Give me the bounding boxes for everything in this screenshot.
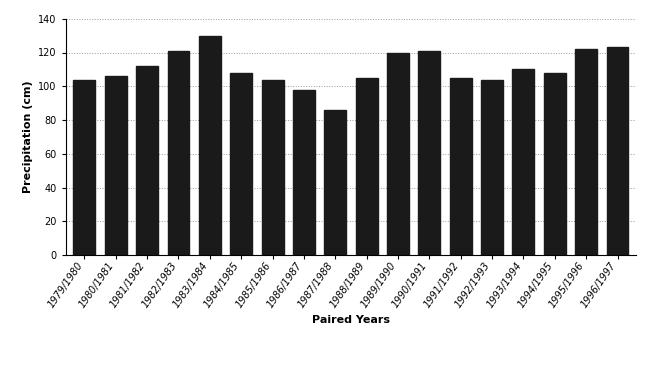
Bar xyxy=(450,78,472,255)
Bar xyxy=(293,90,315,255)
Bar xyxy=(167,51,190,255)
Bar xyxy=(324,110,346,255)
Bar xyxy=(419,51,440,255)
Bar xyxy=(105,76,127,255)
X-axis label: Paired Years: Paired Years xyxy=(312,315,390,326)
Bar xyxy=(356,78,378,255)
Bar xyxy=(230,73,252,255)
Bar xyxy=(544,73,565,255)
Bar xyxy=(575,49,597,255)
Y-axis label: Precipitation (cm): Precipitation (cm) xyxy=(22,81,33,193)
Bar xyxy=(512,69,535,255)
Bar xyxy=(262,80,283,255)
Bar xyxy=(387,53,409,255)
Bar xyxy=(607,48,628,255)
Bar xyxy=(136,66,158,255)
Bar xyxy=(481,80,503,255)
Bar xyxy=(73,80,95,255)
Bar xyxy=(199,36,221,255)
